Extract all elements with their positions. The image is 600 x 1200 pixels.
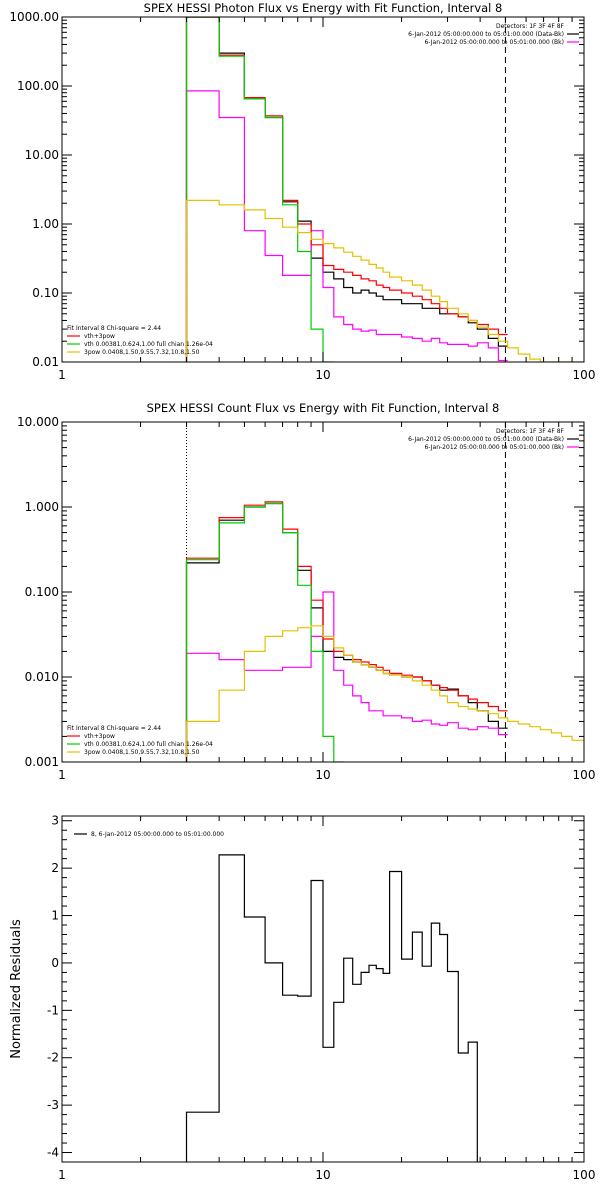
x-tick-label: 10 xyxy=(315,368,330,382)
chart-resid: Normalized Residuals 1 10 100 -4 -3 -2 -1 0 1 2 3 8,… xyxy=(9,814,595,1182)
y-axis: -4 -3 -2 -1 0 1 2 3 xyxy=(47,814,584,1163)
series-line-4 xyxy=(185,502,344,762)
series-line-4 xyxy=(185,17,334,362)
y-tick-label: 1.00 xyxy=(32,217,59,231)
series-line-5 xyxy=(185,199,584,362)
legend: 8, 6-Jan-2012 05:00:00.000 to 05:01:00.0… xyxy=(74,831,224,838)
y-axis: 0.001 0.010 0.100 1.000 10.000 xyxy=(17,415,584,769)
series-line-3 xyxy=(185,17,508,362)
legend-entry: 8, 6-Jan-2012 05:00:00.000 to 05:01:00.0… xyxy=(91,831,224,838)
legend-entry: 6-Jan-2012 05:00:00.000 to 05:01:00.000 … xyxy=(408,436,564,443)
chart-title: SPEX HESSI Count Flux vs Energy with Fit… xyxy=(147,401,500,415)
chart-panels: SPEX HESSI Photon Flux vs Energy with Fi… xyxy=(9,1,595,1182)
y-axis: 0.01 0.10 1.00 10.00 100.00 1000.00 xyxy=(9,10,584,369)
y-tick-label: 0.001 xyxy=(25,755,59,769)
legend-entry: 3pow 0.0408,1.50,9.55,7.32,10.8,1.50 xyxy=(84,749,200,756)
x-tick-label: 100 xyxy=(573,1168,596,1182)
y-tick-label: 1000.00 xyxy=(9,10,59,24)
legend-entry: Detectors: 1F 3F 4F 8F xyxy=(496,23,565,30)
series-line-1 xyxy=(185,854,478,1162)
x-tick-label: 1 xyxy=(58,368,66,382)
y-tick-label: -1 xyxy=(47,1003,59,1017)
x-tick-label: 1 xyxy=(58,768,66,782)
y-tick-label: 1.000 xyxy=(25,500,59,514)
legend-entry: Detectors: 1F 3F 4F 8F xyxy=(496,428,565,435)
series-line-3 xyxy=(185,501,508,762)
y-tick-label: -2 xyxy=(47,1051,59,1065)
y-tick-label: 100.00 xyxy=(17,79,59,93)
y-tick-label: 0.01 xyxy=(32,355,59,369)
x-tick-label: 100 xyxy=(573,768,596,782)
y-axis-label: Normalized Residuals xyxy=(9,919,24,1059)
chart-title: SPEX HESSI Photon Flux vs Energy with Fi… xyxy=(144,1,503,15)
series-line-1 xyxy=(185,502,508,762)
x-tick-label: 10 xyxy=(315,768,330,782)
legend-entry: 6-Jan-2012 05:00:00.000 to 05:01:00.000 … xyxy=(408,31,564,38)
legend-entry: 6-Jan-2012 05:00:00.000 to 05:01:00.000 … xyxy=(424,39,564,46)
y-tick-label: -4 xyxy=(47,1146,59,1160)
chart-count: SPEX HESSI Count Flux vs Energy with Fit… xyxy=(17,401,595,782)
legend-entry: 6-Jan-2012 05:00:00.000 to 05:01:00.000 … xyxy=(424,444,564,451)
y-tick-label: 10.00 xyxy=(25,148,59,162)
y-tick-label: -3 xyxy=(47,1098,59,1112)
x-tick-label: 10 xyxy=(315,1168,330,1182)
series-line-5 xyxy=(185,625,584,762)
chart-photon: SPEX HESSI Photon Flux vs Energy with Fi… xyxy=(9,1,595,382)
x-axis: 1 10 100 xyxy=(58,422,595,782)
series-line-1 xyxy=(185,17,508,362)
legend-entry: vth+3pow xyxy=(84,333,115,340)
y-tick-label: 0.10 xyxy=(32,286,59,300)
y-tick-label: 3 xyxy=(51,814,59,828)
series-line-2 xyxy=(185,90,508,362)
x-axis: 1 10 100 xyxy=(58,816,595,1182)
y-tick-label: 2 xyxy=(51,861,59,875)
y-tick-label: 10.000 xyxy=(17,415,59,429)
x-tick-label: 1 xyxy=(58,1168,66,1182)
legend: Detectors: 1F 3F 4F 8F6-Jan-2012 05:00:0… xyxy=(67,428,579,756)
legend-entry: vth 0.00381,0.624,1.00 full chian 1.26e-… xyxy=(84,741,213,748)
y-tick-label: 0.010 xyxy=(25,670,59,684)
series-group xyxy=(185,17,584,362)
y-tick-label: 1 xyxy=(51,909,59,923)
x-tick-label: 100 xyxy=(573,368,596,382)
legend-entry: Fit Interval 8 Chi-square = 2.44 xyxy=(67,725,161,732)
series-line-2 xyxy=(185,591,508,762)
legend-entry: vth+3pow xyxy=(84,733,115,740)
legend: Detectors: 1F 3F 4F 8F6-Jan-2012 05:00:0… xyxy=(67,23,579,356)
legend-entry: 3pow 0.0408,1.50,9.55,7.32,10.8,1.50 xyxy=(84,349,200,356)
x-axis: 1 10 100 xyxy=(58,17,595,382)
legend-entry: vth 0.00381,0.624,1.00 full chian 1.26e-… xyxy=(84,341,213,348)
series-group xyxy=(185,854,478,1162)
y-tick-label: 0 xyxy=(51,956,59,970)
y-tick-label: 0.100 xyxy=(25,585,59,599)
legend-entry: Fit Interval 8 Chi-square = 2.44 xyxy=(67,325,161,332)
series-group xyxy=(185,501,584,762)
